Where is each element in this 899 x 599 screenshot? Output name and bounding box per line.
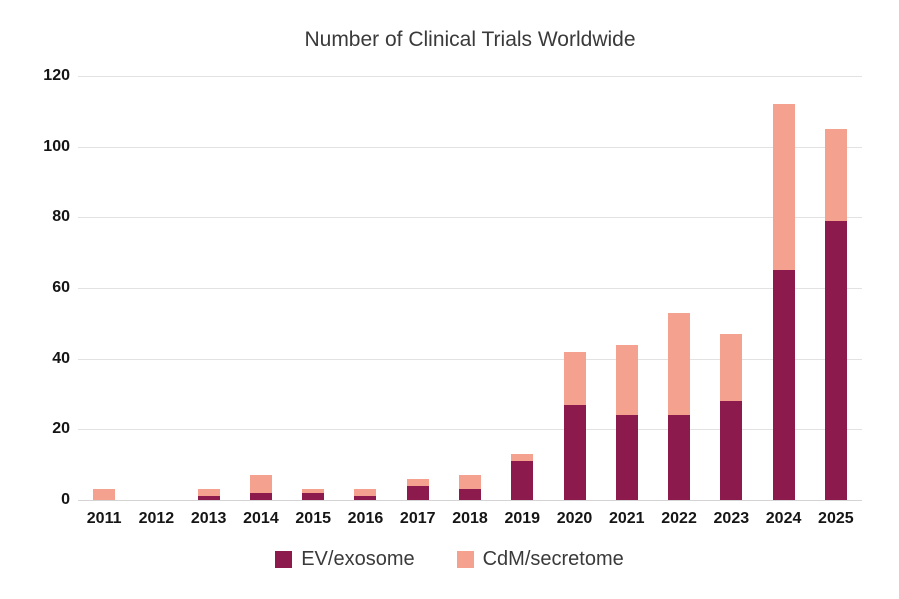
bar-slot-2024: 2024 (757, 76, 809, 527)
bar-stack-2016 (354, 489, 377, 500)
bar-segment-2016-cdm (354, 489, 377, 497)
gridline-y-20 (78, 429, 862, 431)
legend-swatch-ev-exosome (275, 551, 293, 568)
bar-segment-2022-cdm (668, 312, 691, 416)
bar-slot-2023: 2023 (705, 76, 757, 527)
bar-slot-2017: 2017 (392, 76, 444, 527)
x-axis-tick-2023: 2023 (713, 510, 750, 527)
bar-segment-2025-cdm (824, 129, 847, 221)
y-axis-tick-0: 0 (61, 491, 70, 508)
plot-area: 0 20 40 60 80 100 120 2011 2012 2013 2014 2015 2016 2… (43, 67, 862, 527)
bar-slot-2012: 2012 (130, 76, 182, 527)
bar-segment-2025-ev (824, 220, 847, 500)
bar-segment-2022-ev (668, 415, 691, 500)
x-axis-tick-2025: 2025 (818, 510, 854, 527)
bar-slot-2018: 2018 (444, 76, 496, 527)
y-axis-tick-40: 40 (52, 349, 70, 367)
x-axis-tick-2022: 2022 (661, 510, 697, 527)
bar-segment-2020-cdm (563, 351, 586, 405)
x-axis-tick-2018: 2018 (452, 510, 488, 527)
bar-stack-2014 (249, 475, 272, 500)
x-axis-tick-2016: 2016 (347, 510, 384, 527)
x-axis-tick-2014: 2014 (243, 510, 279, 527)
bar-stack-2021 (615, 344, 638, 500)
y-axis-tick-20: 20 (52, 420, 70, 438)
bar-segment-2015-cdm (302, 489, 325, 493)
bar-segment-2017-ev (406, 485, 429, 500)
bar-segment-2014-ev (249, 492, 272, 500)
bar-stack-2019 (511, 454, 534, 500)
x-axis-tick-2020: 2020 (556, 510, 593, 527)
x-axis-tick-2013: 2013 (190, 510, 227, 527)
bar-slot-2015: 2015 (287, 76, 339, 527)
legend-label-cdm-secretome: CdM/secretome (482, 548, 624, 570)
x-axis-tick-2024: 2024 (765, 510, 802, 527)
legend-item-ev-exosome: EV/exosome (275, 548, 415, 571)
bar-stack-2018 (458, 475, 481, 500)
x-axis-tick-2015: 2015 (295, 510, 331, 527)
bar-segment-2016-ev (354, 496, 377, 500)
bar-slot-2014: 2014 (235, 76, 287, 527)
bar-segment-2023-ev (720, 401, 743, 500)
x-axis-tick-2017: 2017 (399, 510, 436, 527)
bar-slot-2013: 2013 (183, 76, 235, 527)
bar-stack-2013 (197, 489, 220, 500)
gridline-y-100 (78, 146, 862, 148)
y-axis-tick-120: 120 (43, 67, 70, 84)
bar-segment-2017-cdm (406, 478, 429, 486)
bar-segment-2018-cdm (458, 475, 481, 490)
gridline-y-40 (78, 358, 862, 360)
bar-stack-2015 (302, 489, 325, 500)
bar-slot-2022: 2022 (653, 76, 705, 527)
bar-segment-2019-ev (511, 461, 534, 500)
bar-segment-2024-ev (772, 270, 795, 500)
bar-slot-2011: 2011 (78, 76, 130, 527)
gridline-y-120 (78, 76, 862, 77)
bar-segment-2019-cdm (511, 454, 534, 462)
gridline-y-60 (78, 288, 862, 289)
bar-segment-2020-ev (563, 404, 586, 500)
x-axis-tick-2011: 2011 (86, 510, 122, 527)
bar-segment-2013-cdm (197, 489, 220, 497)
chart-title: Number of Clinical Trials Worldwide (304, 28, 636, 51)
legend-label-ev-exosome: EV/exosome (301, 548, 415, 570)
bar-stack-2024 (772, 104, 795, 500)
bar-stack-2020 (563, 351, 586, 500)
bar-segment-2024-cdm (772, 104, 795, 271)
bar-segment-2013-ev (197, 496, 220, 500)
bar-stack-2023 (720, 333, 743, 500)
bar-segment-2023-cdm (720, 333, 743, 402)
x-axis-tick-2019: 2019 (504, 510, 541, 527)
gridline-y-80 (78, 217, 862, 219)
y-axis-tick-80: 80 (52, 208, 70, 226)
bar-slot-2025: 2025 (810, 76, 862, 527)
legend-item-cdm-secretome: CdM/secretome (456, 548, 624, 571)
bar-stack-2017 (406, 478, 429, 500)
bar-stack-2011 (93, 489, 116, 500)
x-axis-tick-2012: 2012 (138, 510, 175, 527)
bar-segment-2021-ev (615, 415, 638, 500)
x-axis-tick-2021: 2021 (608, 510, 645, 527)
bar-slot-2021: 2021 (601, 76, 653, 527)
legend-swatch-cdm-secretome (456, 551, 474, 568)
bar-stack-2022 (668, 312, 691, 500)
y-axis-tick-100: 100 (43, 137, 70, 155)
bar-segment-2015-ev (302, 492, 325, 500)
y-axis-tick-60: 60 (52, 279, 70, 296)
gridline-y-0 (78, 500, 862, 501)
bar-segment-2018-ev (458, 489, 481, 500)
bar-slot-2019: 2019 (496, 76, 548, 527)
bar-segment-2011-cdm (93, 489, 116, 500)
bar-slot-2016: 2016 (339, 76, 391, 527)
legend: EV/exosome CdM/secretome (0, 548, 899, 571)
bar-slot-2020: 2020 (548, 76, 600, 527)
bar-segment-2014-cdm (249, 475, 272, 493)
bar-segment-2021-cdm (615, 344, 638, 416)
bar-stack-2025 (824, 129, 847, 500)
